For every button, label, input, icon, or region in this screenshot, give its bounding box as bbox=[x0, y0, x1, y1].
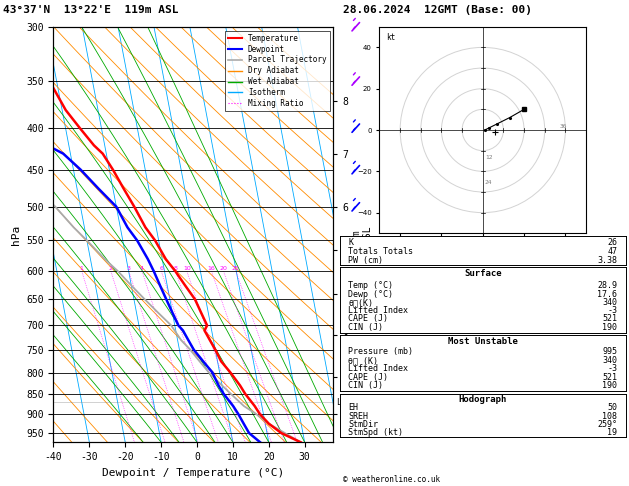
Text: CIN (J): CIN (J) bbox=[348, 323, 383, 332]
Text: EH: EH bbox=[348, 403, 359, 412]
Text: θᴇ(K): θᴇ(K) bbox=[348, 298, 373, 307]
Text: 2: 2 bbox=[109, 266, 113, 271]
Text: 521: 521 bbox=[603, 314, 617, 324]
Text: 17.6: 17.6 bbox=[598, 290, 617, 298]
Text: 340: 340 bbox=[603, 298, 617, 307]
Text: Lifted Index: Lifted Index bbox=[348, 306, 408, 315]
Text: 340: 340 bbox=[603, 356, 617, 365]
Text: 43°37'N  13°22'E  119m ASL: 43°37'N 13°22'E 119m ASL bbox=[3, 5, 179, 15]
Y-axis label: km
ASL: km ASL bbox=[351, 226, 372, 243]
X-axis label: Dewpoint / Temperature (°C): Dewpoint / Temperature (°C) bbox=[103, 468, 284, 478]
Text: Temp (°C): Temp (°C) bbox=[348, 281, 393, 290]
Text: CAPE (J): CAPE (J) bbox=[348, 373, 388, 382]
Text: SREH: SREH bbox=[348, 412, 368, 420]
Text: 36: 36 bbox=[559, 124, 567, 129]
Text: 6: 6 bbox=[159, 266, 164, 271]
Text: 19: 19 bbox=[607, 428, 617, 437]
Text: 190: 190 bbox=[603, 382, 617, 390]
Text: 108: 108 bbox=[603, 412, 617, 420]
Text: 12: 12 bbox=[485, 155, 493, 160]
Text: 28.06.2024  12GMT (Base: 00): 28.06.2024 12GMT (Base: 00) bbox=[343, 5, 532, 15]
Text: 1: 1 bbox=[80, 266, 84, 271]
Text: Totals Totals: Totals Totals bbox=[348, 247, 413, 256]
Text: PW (cm): PW (cm) bbox=[348, 256, 383, 265]
Text: Hodograph: Hodograph bbox=[459, 395, 507, 404]
Text: 4: 4 bbox=[140, 266, 144, 271]
Text: -3: -3 bbox=[607, 364, 617, 373]
Y-axis label: hPa: hPa bbox=[11, 225, 21, 244]
Text: 25: 25 bbox=[232, 266, 240, 271]
Text: 521: 521 bbox=[603, 373, 617, 382]
Text: K: K bbox=[348, 238, 353, 247]
Legend: Temperature, Dewpoint, Parcel Trajectory, Dry Adiabat, Wet Adiabat, Isotherm, Mi: Temperature, Dewpoint, Parcel Trajectory… bbox=[225, 31, 330, 111]
Text: Dewp (°C): Dewp (°C) bbox=[348, 290, 393, 298]
Text: θᴇ (K): θᴇ (K) bbox=[348, 356, 378, 365]
Text: 10: 10 bbox=[183, 266, 191, 271]
Text: Surface: Surface bbox=[464, 269, 501, 278]
Text: 28.9: 28.9 bbox=[598, 281, 617, 290]
Text: 190: 190 bbox=[603, 323, 617, 332]
Text: Lifted Index: Lifted Index bbox=[348, 364, 408, 373]
Text: kt: kt bbox=[386, 33, 395, 42]
Text: 24: 24 bbox=[485, 180, 493, 185]
Text: 50: 50 bbox=[607, 403, 617, 412]
Text: Most Unstable: Most Unstable bbox=[448, 337, 518, 346]
Text: -3: -3 bbox=[607, 306, 617, 315]
Text: 26: 26 bbox=[607, 238, 617, 247]
Text: 16: 16 bbox=[208, 266, 215, 271]
Text: CIN (J): CIN (J) bbox=[348, 382, 383, 390]
Text: 20: 20 bbox=[220, 266, 228, 271]
Text: LCL: LCL bbox=[336, 398, 351, 407]
Text: StmSpd (kt): StmSpd (kt) bbox=[348, 428, 403, 437]
Text: © weatheronline.co.uk: © weatheronline.co.uk bbox=[343, 474, 440, 484]
Text: Pressure (mb): Pressure (mb) bbox=[348, 347, 413, 356]
Text: 259°: 259° bbox=[598, 420, 617, 429]
Text: 995: 995 bbox=[603, 347, 617, 356]
Text: 3.38: 3.38 bbox=[598, 256, 617, 265]
Text: StmDir: StmDir bbox=[348, 420, 378, 429]
Text: 3: 3 bbox=[127, 266, 131, 271]
Text: 8: 8 bbox=[174, 266, 177, 271]
Text: CAPE (J): CAPE (J) bbox=[348, 314, 388, 324]
Text: 47: 47 bbox=[607, 247, 617, 256]
